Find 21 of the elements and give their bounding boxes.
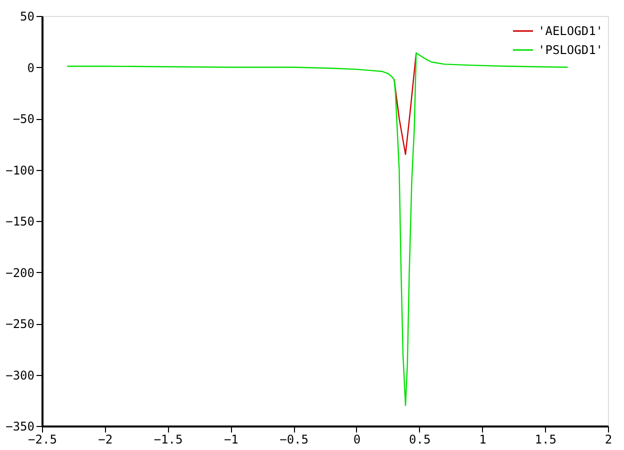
x-tick-label: 1.5	[534, 432, 556, 446]
y-tick-label: −300	[6, 368, 34, 382]
x-tick-label: 2	[604, 432, 612, 446]
x-tick-label: 1	[479, 432, 486, 446]
x-tick-label: −2.5	[28, 432, 57, 446]
x-tick-label: −1.5	[154, 432, 183, 446]
y-tick-label: −350	[6, 420, 34, 434]
y-tick-label: −200	[6, 266, 34, 280]
y-tick-label: 0	[27, 60, 34, 75]
x-tick-label: 0	[353, 432, 361, 446]
y-tick-label: −100	[6, 163, 34, 178]
x-tick-label: 0.5	[408, 432, 431, 446]
y-tick-label: 50	[20, 10, 34, 24]
legend-label: 'PSLOGD1'	[538, 43, 604, 57]
y-tick-label: −250	[6, 317, 34, 331]
x-tick-label: −1	[224, 432, 238, 446]
x-tick-label: −0.5	[280, 432, 309, 446]
y-tick-label: −150	[6, 214, 34, 228]
legend-label: 'AELOGD1'	[538, 24, 604, 38]
y-tick-label: −50	[12, 112, 34, 126]
x-tick-label: −2	[98, 432, 113, 446]
